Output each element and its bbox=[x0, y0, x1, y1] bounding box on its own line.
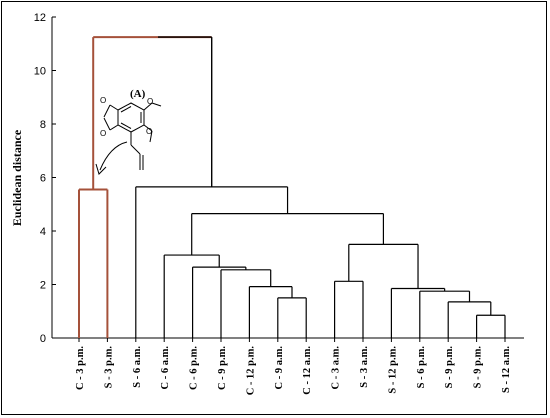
atom-o-label: O bbox=[146, 127, 152, 136]
leaf-label: C - 3 p.m. bbox=[75, 346, 86, 390]
y-tick-label: 0 bbox=[40, 333, 46, 345]
atom-o-label: O bbox=[147, 97, 153, 106]
y-tick-label: 2 bbox=[40, 280, 46, 292]
atom-o-label: O bbox=[100, 129, 106, 138]
leaf-label: S - 6 a.m. bbox=[132, 346, 143, 388]
leaf-label: C - 12 p.m. bbox=[245, 346, 256, 396]
y-tick-label: 10 bbox=[34, 66, 46, 78]
molecule-atoms: O O O O bbox=[100, 96, 153, 138]
y-tick-label: 12 bbox=[34, 12, 46, 24]
molecule-structure-icon bbox=[95, 102, 162, 175]
y-tick-label: 6 bbox=[40, 173, 46, 185]
leaf-label: C - 6 a.m. bbox=[160, 346, 171, 390]
leaf-label: C - 6 p.m. bbox=[189, 346, 200, 390]
y-tick-label: 4 bbox=[40, 226, 46, 238]
y-axis-title: Euclidean distance bbox=[10, 129, 24, 226]
leaf-label: C - 3 a.m. bbox=[331, 346, 342, 390]
y-tick-label: 8 bbox=[40, 119, 46, 131]
leaf-labels: C - 3 p.m. S - 3 p.m. S - 6 a.m. C - 6 a.m.… bbox=[75, 338, 512, 395]
leaf-label: S - 3 p.m. bbox=[103, 346, 114, 389]
leaf-label: C - 9 a.m. bbox=[274, 346, 285, 390]
leaf-label: S - 3 a.m. bbox=[359, 346, 370, 388]
atom-o-label: O bbox=[100, 96, 106, 105]
dendrogram-links bbox=[78, 36, 506, 338]
leaf-label: C - 12 a.m. bbox=[302, 346, 313, 395]
leaf-label: S - 12 a.m. bbox=[501, 346, 512, 393]
leaf-label: S - 6 p.m. bbox=[416, 346, 427, 389]
molecule-label: (A) bbox=[130, 88, 146, 100]
leaf-label: S - 9 p.m. bbox=[444, 346, 455, 389]
axes: 0 2 4 6 8 10 12 bbox=[34, 12, 524, 345]
leaf-label: C - 9 p.m. bbox=[217, 346, 228, 390]
leaf-label: S - 9 p.m. bbox=[473, 346, 484, 389]
leaf-label: S - 12 p.m. bbox=[387, 346, 398, 394]
